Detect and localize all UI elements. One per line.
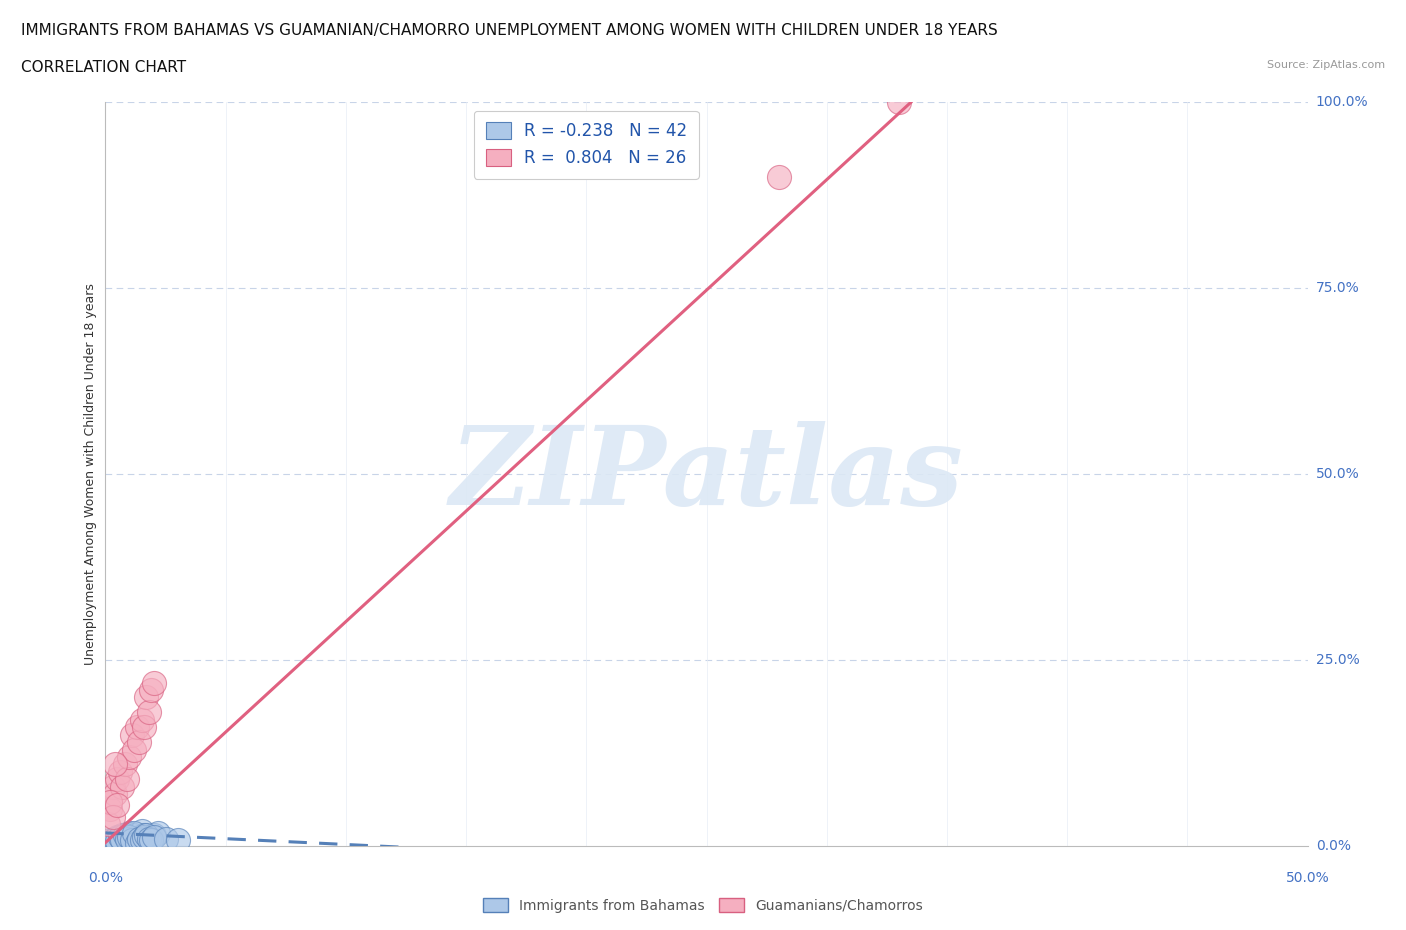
Point bbox=[108, 830, 131, 844]
Point bbox=[155, 831, 177, 846]
Point bbox=[107, 798, 129, 813]
Point bbox=[124, 826, 146, 841]
Point bbox=[107, 772, 129, 787]
Point bbox=[125, 835, 148, 850]
Point bbox=[121, 831, 143, 846]
Point bbox=[101, 809, 124, 824]
Point bbox=[118, 830, 141, 844]
Point bbox=[104, 757, 127, 772]
Legend: R = -0.238   N = 42, R =  0.804   N = 26: R = -0.238 N = 42, R = 0.804 N = 26 bbox=[474, 111, 699, 179]
Y-axis label: Unemployment Among Women with Children Under 18 years: Unemployment Among Women with Children U… bbox=[84, 284, 97, 665]
Point bbox=[118, 750, 141, 764]
Point bbox=[114, 831, 136, 846]
Text: 0.0%: 0.0% bbox=[89, 871, 122, 885]
Point bbox=[115, 830, 138, 844]
Point bbox=[135, 828, 157, 843]
Point bbox=[98, 802, 121, 817]
Point bbox=[124, 742, 146, 757]
Point bbox=[98, 835, 121, 850]
Point bbox=[132, 830, 155, 844]
Point bbox=[138, 831, 160, 846]
Point bbox=[108, 833, 131, 848]
Text: CORRELATION CHART: CORRELATION CHART bbox=[21, 60, 186, 75]
Point bbox=[111, 779, 134, 794]
Point bbox=[115, 772, 138, 787]
Point bbox=[139, 833, 162, 848]
Point bbox=[107, 830, 129, 844]
Point bbox=[128, 830, 150, 844]
Point bbox=[887, 95, 910, 110]
Point bbox=[135, 690, 157, 705]
Point bbox=[114, 828, 136, 843]
Point bbox=[111, 833, 134, 848]
Point bbox=[104, 831, 127, 846]
Point bbox=[101, 833, 124, 848]
Point bbox=[114, 757, 136, 772]
Point bbox=[138, 705, 160, 720]
Point bbox=[111, 828, 134, 843]
Point bbox=[139, 830, 162, 844]
Point bbox=[121, 833, 143, 848]
Point bbox=[98, 794, 121, 809]
Point bbox=[138, 833, 160, 848]
Text: 0.0%: 0.0% bbox=[1316, 839, 1351, 854]
Point bbox=[115, 831, 138, 846]
Point bbox=[97, 817, 120, 831]
Point bbox=[142, 828, 165, 843]
Point bbox=[104, 787, 127, 802]
Point bbox=[132, 720, 155, 735]
Text: IMMIGRANTS FROM BAHAMAS VS GUAMANIAN/CHAMORRO UNEMPLOYMENT AMONG WOMEN WITH CHIL: IMMIGRANTS FROM BAHAMAS VS GUAMANIAN/CHA… bbox=[21, 23, 998, 38]
Text: 50.0%: 50.0% bbox=[1316, 467, 1360, 482]
Point bbox=[101, 779, 124, 794]
Point bbox=[101, 835, 124, 850]
Point bbox=[107, 833, 129, 848]
Point bbox=[131, 824, 153, 839]
Point bbox=[128, 831, 150, 846]
Point bbox=[148, 826, 170, 841]
Point bbox=[128, 735, 150, 750]
Point bbox=[166, 833, 188, 848]
Text: 100.0%: 100.0% bbox=[1316, 95, 1368, 110]
Point bbox=[139, 683, 162, 698]
Point bbox=[104, 831, 127, 846]
Point bbox=[108, 764, 131, 779]
Point bbox=[125, 720, 148, 735]
Text: ZIPatlas: ZIPatlas bbox=[450, 420, 963, 528]
Point bbox=[132, 828, 155, 843]
Point bbox=[97, 837, 120, 852]
Point bbox=[98, 833, 121, 848]
Point bbox=[131, 833, 153, 848]
Point bbox=[768, 169, 790, 184]
Point bbox=[142, 830, 165, 844]
Point bbox=[125, 833, 148, 848]
Point bbox=[131, 712, 153, 727]
Text: 75.0%: 75.0% bbox=[1316, 281, 1360, 296]
Point bbox=[124, 828, 146, 843]
Text: 50.0%: 50.0% bbox=[1285, 871, 1330, 885]
Point bbox=[142, 675, 165, 690]
Legend: Immigrants from Bahamas, Guamanians/Chamorros: Immigrants from Bahamas, Guamanians/Cham… bbox=[478, 893, 928, 919]
Text: 25.0%: 25.0% bbox=[1316, 653, 1360, 668]
Point bbox=[121, 727, 143, 742]
Point bbox=[135, 831, 157, 846]
Text: Source: ZipAtlas.com: Source: ZipAtlas.com bbox=[1267, 60, 1385, 71]
Point bbox=[118, 826, 141, 841]
